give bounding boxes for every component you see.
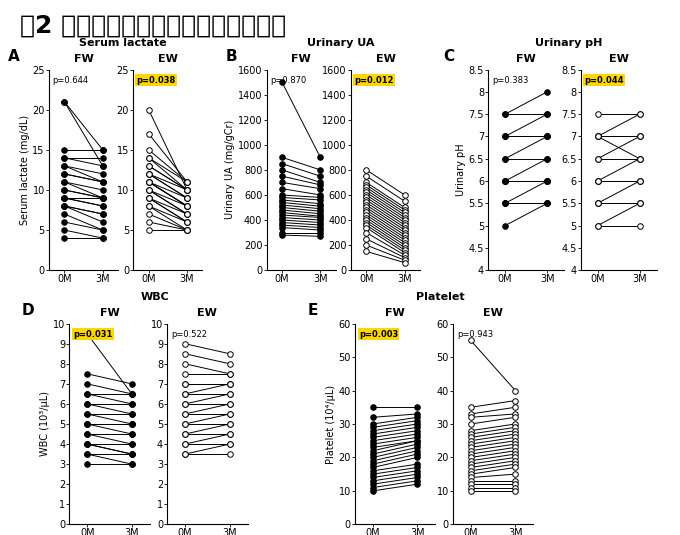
Text: A: A (8, 49, 20, 64)
Text: Urinary UA: Urinary UA (307, 38, 374, 48)
Text: p=0.383: p=0.383 (492, 75, 528, 85)
Text: p=0.003: p=0.003 (359, 330, 398, 339)
Text: FW: FW (100, 308, 120, 318)
Y-axis label: Platelet (10⁴/μL): Platelet (10⁴/μL) (326, 385, 336, 463)
Text: D: D (22, 303, 35, 318)
Text: E: E (307, 303, 318, 318)
Text: Platelet: Platelet (416, 292, 465, 302)
Y-axis label: Urinary pH: Urinary pH (456, 143, 466, 196)
Y-axis label: Serum lactate (mg/dL): Serum lactate (mg/dL) (20, 115, 29, 225)
Text: p=0.943: p=0.943 (457, 330, 493, 339)
Y-axis label: Urinary UA (mg/gCr): Urinary UA (mg/gCr) (225, 120, 235, 219)
Text: p=0.522: p=0.522 (171, 330, 207, 339)
Text: EW: EW (483, 308, 503, 318)
Text: p=0.038: p=0.038 (137, 75, 176, 85)
Text: p=0.870: p=0.870 (270, 75, 306, 85)
Text: B: B (226, 49, 237, 64)
Text: Serum lactate: Serum lactate (79, 38, 167, 48)
Text: FW: FW (516, 54, 536, 64)
Text: EW: EW (375, 54, 395, 64)
Text: FW: FW (291, 54, 311, 64)
Text: p=0.012: p=0.012 (354, 75, 394, 85)
Text: p=0.031: p=0.031 (73, 330, 113, 339)
Text: WBC: WBC (141, 292, 169, 302)
Text: FW: FW (73, 54, 93, 64)
Y-axis label: WBC (10³/μL): WBC (10³/μL) (40, 392, 50, 456)
Text: EW: EW (158, 54, 177, 64)
Text: p=0.044: p=0.044 (585, 75, 624, 85)
Text: EW: EW (197, 308, 218, 318)
Text: 图2 氢水对糖尿病患者生化指标的影响: 图2 氢水对糖尿病患者生化指标的影响 (20, 13, 286, 37)
Text: p=0.644: p=0.644 (52, 75, 88, 85)
Text: C: C (443, 49, 454, 64)
Text: EW: EW (609, 54, 628, 64)
Text: Urinary pH: Urinary pH (535, 38, 603, 48)
Text: FW: FW (386, 308, 405, 318)
